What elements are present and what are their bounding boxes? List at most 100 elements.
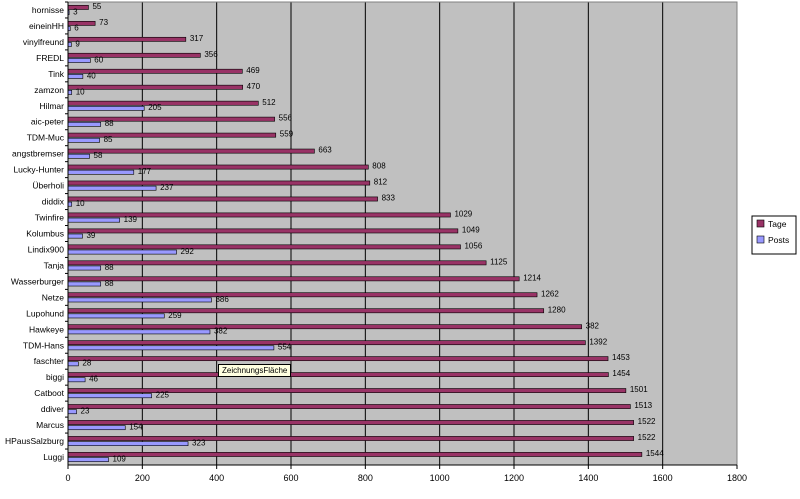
category-label: TDM-Hans: [23, 340, 64, 350]
bar-tage: [67, 340, 586, 346]
bar-posts: [67, 201, 73, 207]
bar-tage: [67, 324, 582, 330]
bar-posts: [67, 105, 145, 111]
bar-tage: [67, 404, 631, 409]
bar-tage: [67, 196, 378, 202]
x-tick-label: 1000: [430, 473, 450, 483]
tooltip: ZeichnungsFläche: [218, 364, 292, 377]
data-label-tage: 356: [204, 50, 218, 59]
bar-posts: [67, 249, 177, 255]
bar-posts: [67, 74, 84, 79]
category-label: Twinfire: [35, 213, 65, 223]
data-label-tage: 1280: [548, 305, 566, 314]
bar-posts: [67, 457, 109, 462]
plot-area: [68, 2, 737, 465]
data-label-tage: 559: [280, 130, 294, 139]
data-label-tage: 512: [262, 98, 276, 107]
data-label-posts: 139: [124, 215, 138, 224]
data-label-tage: 1522: [638, 417, 656, 426]
bar-tage: [67, 372, 609, 377]
data-label-tage: 1262: [541, 289, 559, 298]
data-label-posts: 9: [75, 39, 80, 48]
bar-posts: [67, 377, 86, 383]
data-label-posts: 177: [138, 167, 152, 176]
data-label-tage: 1522: [638, 433, 656, 442]
category-label: Hawkeye: [29, 324, 64, 334]
category-label: Überholi: [32, 181, 64, 191]
data-label-tage: 1501: [630, 385, 648, 394]
bar-posts: [67, 329, 211, 335]
data-label-tage: 1454: [612, 369, 630, 378]
x-tick-label: 1400: [578, 473, 598, 483]
category-label: angstbremser: [12, 149, 64, 159]
bar-tage: [67, 260, 487, 266]
data-label-tage: 1214: [523, 273, 541, 282]
data-label-posts: 28: [82, 359, 91, 368]
data-label-tage: 1544: [646, 449, 664, 458]
legend-label: Posts: [768, 235, 789, 245]
bar-posts: [67, 42, 72, 47]
bar-posts: [67, 265, 102, 271]
data-label-posts: 259: [168, 311, 182, 320]
bar-tage: [67, 388, 627, 393]
category-label: FREDL: [36, 53, 64, 63]
data-label-posts: 46: [89, 375, 98, 384]
data-label-tage: 469: [246, 66, 260, 75]
data-label-posts: 40: [87, 71, 96, 80]
data-label-tage: 1056: [464, 241, 482, 250]
bar-posts: [67, 121, 102, 127]
data-label-posts: 154: [129, 423, 143, 432]
data-label-tage: 1392: [589, 337, 607, 346]
data-label-posts: 323: [192, 439, 206, 448]
bar-posts: [67, 393, 152, 399]
data-label-posts: 6: [74, 23, 79, 32]
data-label-posts: 237: [160, 183, 174, 192]
bar-tage: [67, 356, 609, 362]
data-label-posts: 292: [181, 247, 195, 256]
bar-tage: [67, 100, 259, 106]
data-label-posts: 39: [86, 231, 95, 240]
data-label-posts: 88: [105, 119, 114, 128]
category-label: Hilmar: [39, 101, 64, 111]
data-label-posts: 382: [214, 327, 228, 336]
category-label: Catboot: [34, 388, 64, 398]
bar-posts: [67, 185, 157, 191]
bar-posts: [67, 153, 90, 159]
bar-posts: [67, 361, 79, 367]
data-label-posts: 23: [81, 407, 90, 416]
category-label: Lindix900: [28, 244, 65, 254]
bar-posts: [67, 169, 135, 175]
x-tick-label: 400: [209, 473, 224, 483]
data-label-tage: 73: [99, 18, 108, 27]
category-label: Luggi: [43, 452, 64, 462]
data-label-tage: 1029: [454, 210, 472, 219]
data-label-tage: 833: [382, 194, 396, 203]
legend-swatch: [756, 235, 765, 244]
bar-posts: [67, 90, 73, 95]
data-label-tage: 1049: [462, 226, 480, 235]
data-label-posts: 386: [215, 295, 229, 304]
data-label-posts: 10: [76, 199, 85, 208]
x-tick-label: 1800: [727, 473, 747, 483]
bar-tage: [67, 164, 369, 170]
x-tick-label: 1200: [504, 473, 524, 483]
bar-tage: [67, 20, 96, 26]
category-label: hornisse: [32, 5, 64, 15]
category-label: Netze: [42, 292, 64, 302]
legend-label: Tage: [768, 219, 787, 229]
bar-posts: [67, 297, 212, 303]
bar-tage: [67, 180, 371, 186]
data-label-tage: 556: [279, 114, 293, 123]
bar-tage: [67, 36, 187, 42]
category-label: HPausSalzburg: [5, 436, 64, 446]
data-label-posts: 205: [148, 103, 162, 112]
bar-posts: [67, 233, 83, 239]
bar-tage: [67, 84, 243, 90]
data-label-posts: 88: [105, 263, 114, 272]
bar-tage: [67, 228, 459, 234]
bar-posts: [67, 441, 189, 447]
category-label: aic-peter: [31, 117, 64, 127]
category-label: Kolumbus: [26, 229, 64, 239]
data-label-posts: 58: [94, 151, 103, 160]
